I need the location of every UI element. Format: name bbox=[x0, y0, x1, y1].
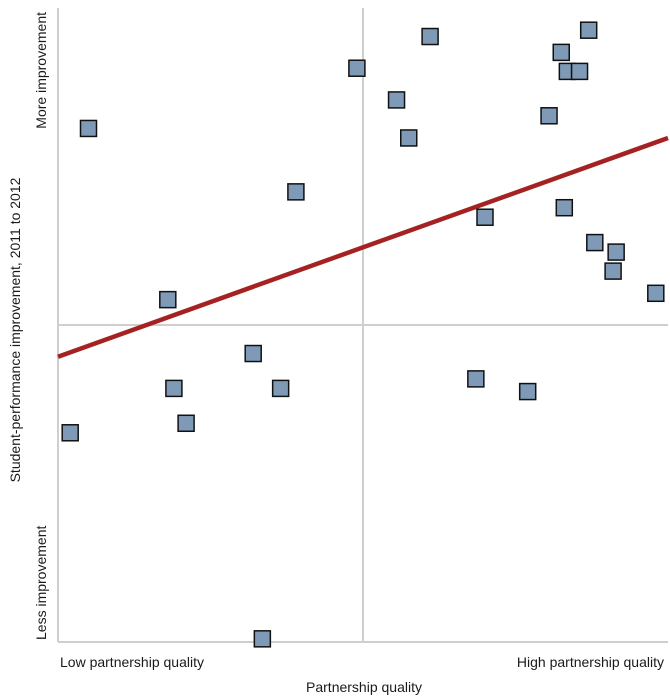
plot-area bbox=[57, 8, 669, 648]
data-point-24 bbox=[604, 262, 622, 280]
x-low-label: Low partnership quality bbox=[60, 654, 204, 670]
data-point-12 bbox=[400, 129, 418, 147]
y-low-label: Less improvement bbox=[33, 526, 49, 640]
data-point-17 bbox=[540, 107, 558, 125]
data-point-21 bbox=[570, 62, 589, 81]
data-point-7 bbox=[253, 630, 272, 648]
points-layer bbox=[61, 21, 665, 648]
data-point-5 bbox=[177, 414, 195, 433]
data-point-3 bbox=[159, 290, 177, 309]
x-axis-title: Partnership quality bbox=[306, 679, 422, 695]
data-point-18 bbox=[552, 43, 570, 62]
x-high-label: High partnership quality bbox=[517, 654, 664, 670]
data-point-13 bbox=[421, 27, 439, 46]
data-point-9 bbox=[287, 183, 305, 201]
data-point-11 bbox=[387, 91, 406, 109]
data-point-1 bbox=[61, 424, 79, 442]
data-point-10 bbox=[348, 59, 366, 77]
data-point-25 bbox=[607, 243, 625, 261]
data-point-4 bbox=[165, 379, 183, 398]
data-point-8 bbox=[271, 379, 290, 398]
data-point-15 bbox=[476, 208, 494, 226]
data-point-2 bbox=[79, 119, 98, 138]
trend-line bbox=[57, 135, 669, 359]
data-point-19 bbox=[555, 198, 574, 217]
y-axis-title: Student-performance improvement, 2011 to… bbox=[7, 177, 23, 482]
data-point-22 bbox=[579, 21, 598, 39]
data-point-23 bbox=[586, 233, 604, 252]
data-point-6 bbox=[244, 344, 262, 363]
data-point-14 bbox=[467, 370, 485, 388]
data-point-16 bbox=[518, 382, 537, 401]
y-high-label: More improvement bbox=[33, 12, 49, 129]
trend-layer bbox=[57, 135, 669, 359]
data-point-26 bbox=[647, 284, 665, 303]
